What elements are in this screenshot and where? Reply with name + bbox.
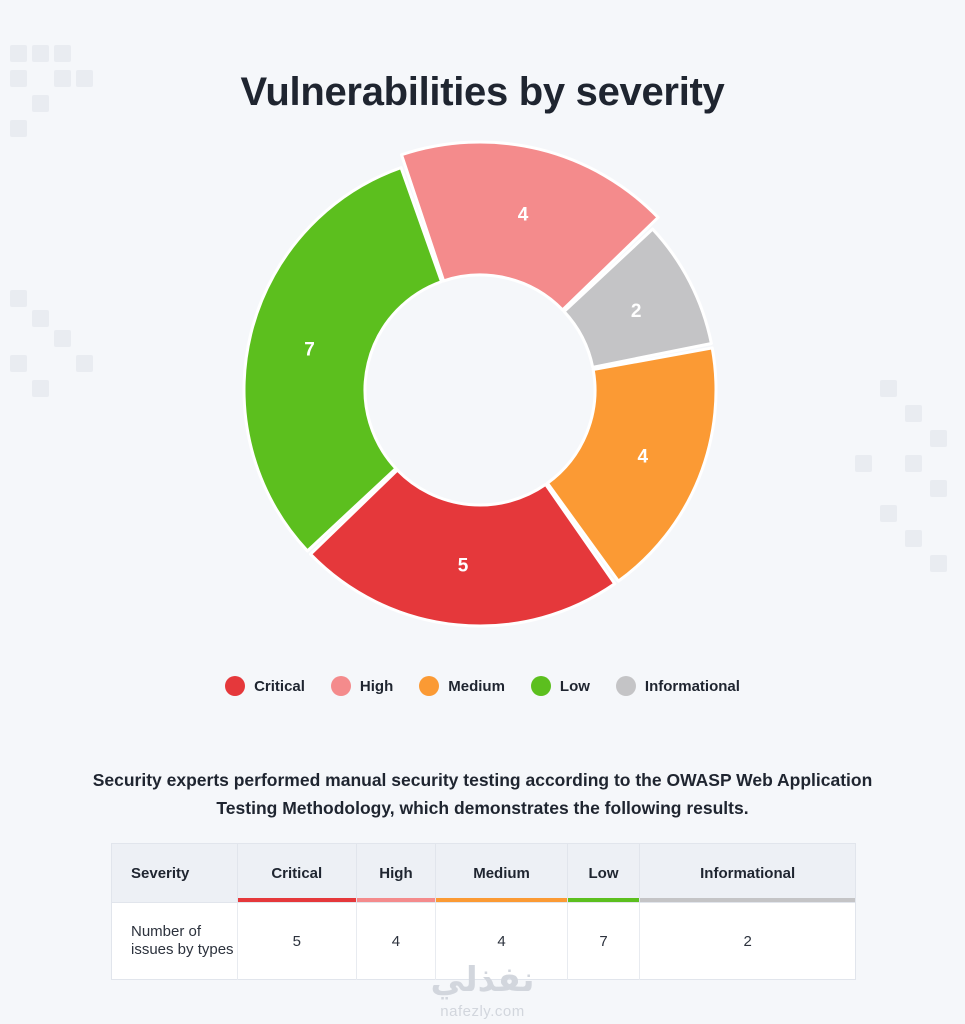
severity-color-bar xyxy=(238,898,356,902)
watermark-latin: nafezly.com xyxy=(440,1003,525,1020)
cell-medium: 4 xyxy=(435,902,568,980)
slice-informational xyxy=(562,227,713,369)
legend-label: Critical xyxy=(254,677,305,695)
slice-label-medium: 4 xyxy=(638,446,649,467)
slice-critical xyxy=(309,468,617,628)
severity-color-bar xyxy=(567,898,640,902)
legend-item-critical: Critical xyxy=(225,676,305,696)
cell-critical: 5 xyxy=(237,902,356,980)
severity-color-bar xyxy=(356,898,436,902)
table-header-row: Severity Critical High Medium Low Informatio… xyxy=(111,843,856,903)
slice-medium xyxy=(545,346,718,583)
slice-label-high: 4 xyxy=(518,205,529,226)
slice-label-informational: 2 xyxy=(631,301,642,322)
slice-label-critical: 5 xyxy=(458,556,469,577)
legend-item-informational: Informational xyxy=(615,676,740,696)
cell-informational: 2 xyxy=(639,902,856,980)
header-label: Informational xyxy=(700,864,796,882)
legend-item-medium: Medium xyxy=(419,676,505,696)
legend-label: Low xyxy=(559,677,590,695)
legend-item-high: High xyxy=(330,676,394,696)
header-medium: Medium xyxy=(435,843,568,903)
legend-swatch xyxy=(615,676,636,696)
results-table: Severity Critical High Medium Low Informatio… xyxy=(111,843,856,980)
severity-color-bar xyxy=(436,898,567,902)
row-label: Number of issues by types xyxy=(131,923,234,958)
donut-chart: 4 2 4 5 7 xyxy=(242,140,718,628)
watermark-arabic: نفذلي xyxy=(430,961,535,999)
slice-high xyxy=(400,140,660,312)
header-label: Medium xyxy=(473,864,530,882)
header-critical: Critical xyxy=(237,843,356,903)
cell-high: 4 xyxy=(355,902,436,980)
header-label: Low xyxy=(588,864,619,882)
legend-item-low: Low xyxy=(530,676,590,696)
header-label: High xyxy=(379,864,413,882)
slice-low xyxy=(242,166,444,553)
cell-low: 7 xyxy=(566,902,640,980)
legend-swatch xyxy=(225,676,246,696)
header-high: High xyxy=(355,843,436,903)
legend-label: Informational xyxy=(644,677,740,695)
header-label: Critical xyxy=(271,864,323,882)
header-informational: Informational xyxy=(639,843,856,903)
legend-label: High xyxy=(359,677,394,695)
legend-label: Medium xyxy=(448,677,505,695)
legend-swatch xyxy=(419,676,440,696)
header-low: Low xyxy=(566,843,640,903)
legend-swatch xyxy=(330,676,351,696)
slice-label-low: 7 xyxy=(304,339,315,360)
legend-swatch xyxy=(530,676,551,696)
header-severity: Severity xyxy=(111,843,238,903)
chart-legend: Critical High Medium Low Informational xyxy=(0,676,965,696)
chart-title: Vulnerabilities by severity xyxy=(240,70,725,114)
description-text: Security experts performed manual securi… xyxy=(92,770,873,818)
severity-color-bar xyxy=(640,898,855,902)
